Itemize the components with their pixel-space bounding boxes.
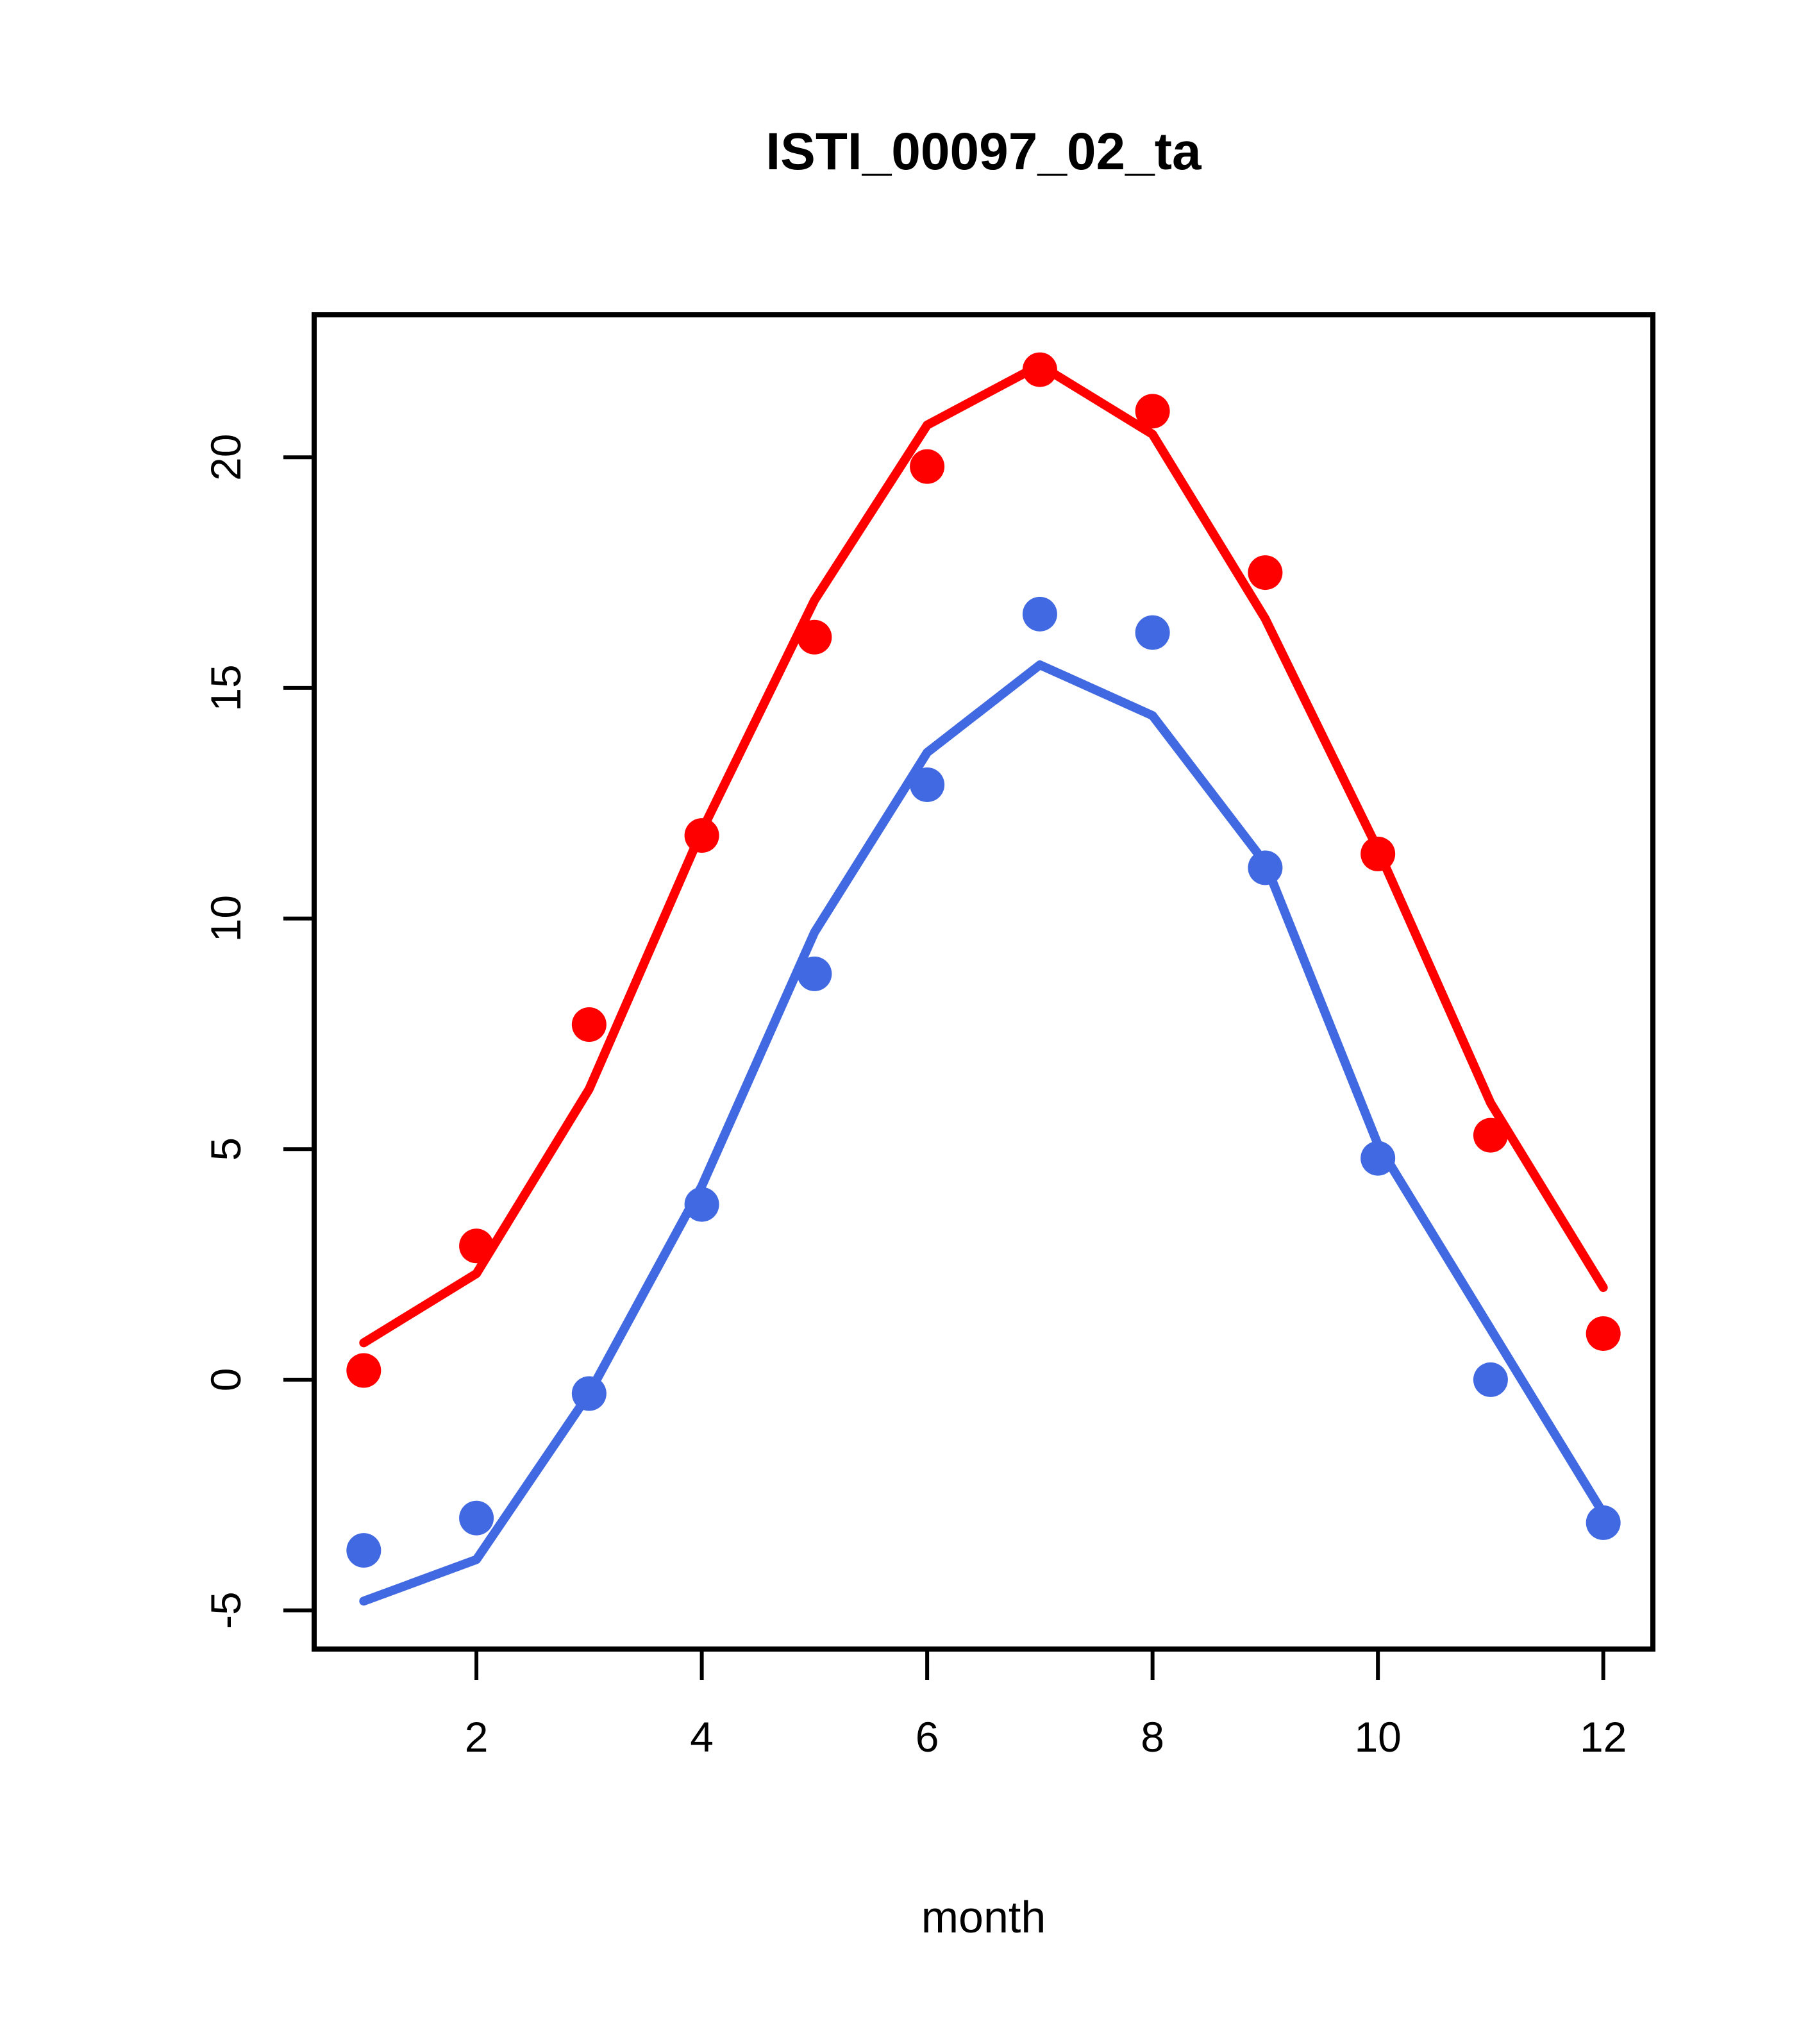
x-tick-label: 10	[1354, 1713, 1401, 1761]
blue-points-data-point	[1586, 1505, 1621, 1540]
x-tick-label: 4	[690, 1713, 714, 1761]
blue-points-data-point	[1248, 850, 1283, 885]
y-tick-label: 5	[202, 1137, 249, 1161]
blue-points-data-point	[910, 767, 945, 802]
y-tick-label: 0	[202, 1368, 249, 1392]
blue-points-data-point	[459, 1500, 494, 1536]
x-axis-title: month	[921, 1892, 1046, 1942]
red-points-data-point	[910, 449, 945, 484]
red-points-data-point	[1248, 555, 1283, 591]
blue-points-data-point	[1361, 1141, 1396, 1176]
blue-points-data-point	[684, 1187, 719, 1222]
red-points-data-point	[1361, 836, 1396, 871]
x-tick-label: 2	[465, 1713, 489, 1761]
blue-line-series	[359, 660, 1608, 1606]
y-tick-label: 10	[202, 895, 249, 942]
red-points-data-point	[346, 1353, 381, 1388]
x-tick-label: 6	[916, 1713, 939, 1761]
y-tick-label: 20	[202, 434, 249, 481]
red-points-data-point	[1586, 1316, 1621, 1351]
red-points-data-point	[1022, 352, 1057, 387]
red-points-data-point	[459, 1228, 494, 1264]
red-points-data-point	[571, 1007, 607, 1043]
red-line-series	[359, 360, 1608, 1348]
x-tick-label: 8	[1141, 1713, 1164, 1761]
chart-title: ISTI_00097_02_ta	[766, 122, 1202, 181]
blue-points-data-point	[346, 1533, 381, 1568]
blue-points-data-point	[1473, 1362, 1508, 1397]
blue-points-data-point	[1022, 596, 1057, 632]
blue-points-data-point	[797, 956, 832, 991]
blue-points-data-point	[571, 1376, 607, 1411]
red-points-data-point	[1135, 394, 1170, 429]
red-points-data-point	[1473, 1118, 1508, 1153]
y-tick-label: 15	[202, 664, 249, 711]
blue-points-data-point	[1135, 615, 1170, 650]
plot-box	[312, 312, 1655, 1652]
red-points-data-point	[797, 619, 832, 655]
y-tick-label: -5	[202, 1591, 249, 1629]
x-tick-label: 12	[1580, 1713, 1627, 1761]
red-points-data-point	[684, 818, 719, 853]
